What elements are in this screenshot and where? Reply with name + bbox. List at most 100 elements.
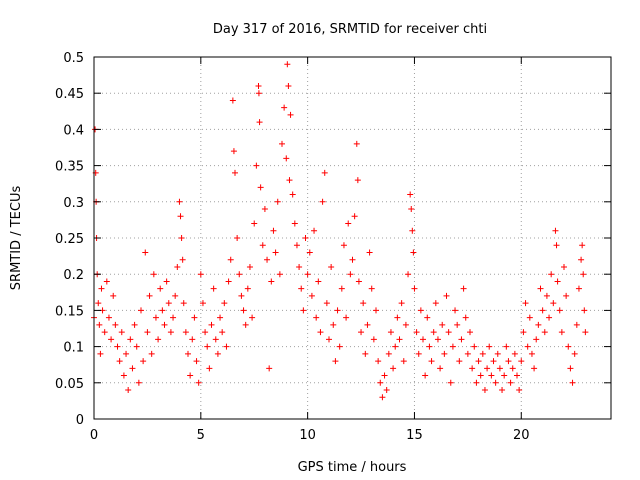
data-point xyxy=(392,343,399,350)
data-point xyxy=(246,263,253,270)
data-point xyxy=(413,329,420,336)
data-point xyxy=(101,329,108,336)
data-point xyxy=(283,155,290,162)
y-tick-label: 0.45 xyxy=(55,87,84,102)
data-point xyxy=(417,307,424,314)
data-point xyxy=(563,292,570,299)
data-point xyxy=(144,329,151,336)
data-point xyxy=(221,300,228,307)
data-point xyxy=(326,336,332,343)
data-point xyxy=(441,350,448,357)
data-point xyxy=(531,365,538,372)
data-point xyxy=(268,278,275,285)
data-point xyxy=(317,329,324,336)
data-point xyxy=(535,321,542,328)
data-point xyxy=(543,292,550,299)
data-point xyxy=(345,220,352,227)
data-point xyxy=(550,300,557,307)
y-tick-label: 0.2 xyxy=(63,268,84,283)
data-point xyxy=(381,372,388,379)
data-point xyxy=(447,379,454,386)
data-point xyxy=(315,278,322,285)
data-point xyxy=(264,256,271,263)
data-point xyxy=(375,358,382,365)
data-point xyxy=(242,321,249,328)
data-point xyxy=(253,162,260,169)
data-point xyxy=(445,329,452,336)
data-point xyxy=(131,321,138,328)
data-point xyxy=(501,372,508,379)
data-point xyxy=(105,314,112,321)
data-point xyxy=(296,263,303,270)
data-point xyxy=(214,350,221,357)
data-point xyxy=(108,336,115,343)
data-point xyxy=(410,249,417,256)
data-points xyxy=(91,61,589,401)
data-point xyxy=(284,61,291,68)
data-point xyxy=(225,278,232,285)
data-point xyxy=(323,300,330,307)
data-point xyxy=(146,292,153,299)
data-point xyxy=(148,350,155,357)
data-point xyxy=(223,343,230,350)
data-point xyxy=(338,285,345,292)
data-point xyxy=(319,198,326,205)
data-point xyxy=(505,358,512,365)
data-point xyxy=(400,358,407,365)
data-point xyxy=(112,321,119,328)
data-point xyxy=(272,249,279,256)
data-point xyxy=(177,213,184,220)
data-point xyxy=(240,307,247,314)
data-point xyxy=(170,314,177,321)
data-point xyxy=(409,227,416,234)
data-point xyxy=(430,329,437,336)
data-point xyxy=(390,365,397,372)
data-point xyxy=(454,321,461,328)
data-point xyxy=(261,206,268,213)
data-point xyxy=(377,379,384,386)
data-point xyxy=(302,235,309,241)
data-point xyxy=(396,336,403,343)
x-tick-label: 15 xyxy=(406,428,423,443)
data-point xyxy=(443,292,450,299)
data-point xyxy=(379,394,386,401)
data-point xyxy=(556,307,563,314)
data-point xyxy=(569,379,576,386)
data-point xyxy=(355,278,362,285)
data-point xyxy=(373,307,379,314)
data-point xyxy=(127,336,134,343)
data-point xyxy=(481,387,488,394)
data-point xyxy=(116,358,123,365)
data-point xyxy=(291,220,298,227)
data-point xyxy=(464,350,471,357)
data-point xyxy=(503,343,510,350)
data-point xyxy=(575,285,582,292)
data-point xyxy=(573,321,580,328)
data-point xyxy=(456,358,463,365)
data-point xyxy=(178,235,185,241)
data-point xyxy=(187,372,194,379)
data-point xyxy=(415,350,422,357)
grid-lines xyxy=(94,57,611,419)
data-point xyxy=(368,285,375,292)
data-point xyxy=(330,321,337,328)
axis-ticks xyxy=(93,56,611,420)
data-point xyxy=(343,314,350,321)
data-point xyxy=(189,336,196,343)
data-point xyxy=(499,387,506,394)
data-point xyxy=(180,300,187,307)
chart-title: Day 317 of 2016, SRMTID for receiver cht… xyxy=(213,22,487,37)
data-point xyxy=(437,365,444,372)
y-tick-label: 0.25 xyxy=(55,232,84,247)
data-point xyxy=(514,372,520,379)
data-point xyxy=(565,343,572,350)
data-point xyxy=(511,350,518,357)
x-tick-label: 5 xyxy=(197,428,205,443)
y-tick-label: 0 xyxy=(76,413,84,428)
data-point xyxy=(229,97,236,104)
data-point xyxy=(528,350,535,357)
data-point xyxy=(452,307,459,314)
data-point xyxy=(150,271,157,278)
data-point xyxy=(95,300,102,307)
